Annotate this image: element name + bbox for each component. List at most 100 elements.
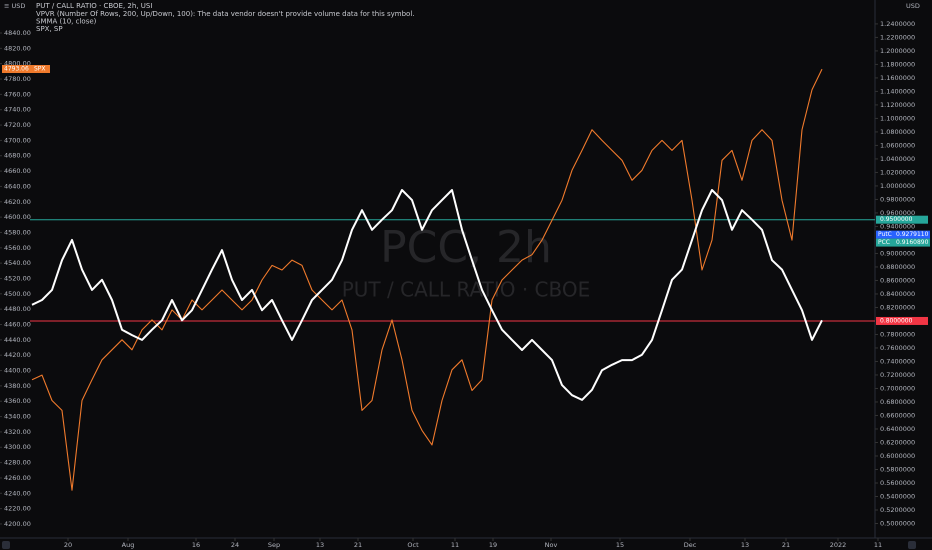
y-tick-label: 4740.00 bbox=[4, 106, 31, 114]
x-tick-label: 2022 bbox=[830, 541, 847, 549]
x-tick-label: 15 bbox=[616, 541, 624, 549]
y-tick-label: 4340.00 bbox=[4, 413, 31, 421]
y-tick-label: 4560.00 bbox=[4, 244, 31, 252]
y-tick-label: 4440.00 bbox=[4, 336, 31, 344]
price-tag-value: 0.9160890 bbox=[896, 239, 929, 246]
x-tick-label: 13 bbox=[316, 541, 324, 549]
legend-item[interactable]: PUT / CALL RATIO · CBOE, 2h, USI bbox=[36, 2, 152, 10]
y2-tick-label: 1.0600000 bbox=[880, 141, 915, 149]
y2-tick-label: 0.8200000 bbox=[880, 303, 915, 311]
price-tag-value: 4793.06 bbox=[4, 66, 29, 73]
x-tick-label: 21 bbox=[782, 541, 790, 549]
y2-tick-label: 0.8600000 bbox=[880, 276, 915, 284]
y-tick-label: 4520.00 bbox=[4, 274, 31, 282]
y-tick-label: 4720.00 bbox=[4, 121, 31, 129]
y-tick-label: 4200.00 bbox=[4, 520, 31, 528]
legend-item[interactable]: VPVR (Number Of Rows, 200, Up/Down, 100)… bbox=[36, 10, 415, 18]
y2-tick-label: 0.9800000 bbox=[880, 195, 915, 203]
x-tick-label: 19 bbox=[489, 541, 497, 549]
y-tick-label: 4820.00 bbox=[4, 44, 31, 52]
y2-tick-label: 0.8800000 bbox=[880, 263, 915, 271]
y2-tick-label: 1.2000000 bbox=[880, 47, 915, 55]
price-tag-name: PCC bbox=[878, 239, 890, 246]
price-label: 0.9500000 bbox=[880, 216, 913, 223]
y2-tick-label: 0.7800000 bbox=[880, 330, 915, 338]
price-tag-name: SPX bbox=[34, 66, 46, 73]
y-tick-label: 4320.00 bbox=[4, 428, 31, 436]
x-tick-label: 24 bbox=[231, 541, 239, 549]
y2-tick-label: 0.5800000 bbox=[880, 465, 915, 473]
y-tick-label: 4480.00 bbox=[4, 305, 31, 313]
y-tick-label: 4500.00 bbox=[4, 290, 31, 298]
y2-tick-label: 0.6200000 bbox=[880, 438, 915, 446]
y-tick-label: 4780.00 bbox=[4, 75, 31, 83]
y-tick-label: 4620.00 bbox=[4, 198, 31, 206]
y2-tick-label: 1.2200000 bbox=[880, 33, 915, 41]
series-line bbox=[31, 189, 823, 401]
y-tick-label: 4280.00 bbox=[4, 459, 31, 467]
y-tick-label: 4540.00 bbox=[4, 259, 31, 267]
y2-tick-label: 1.1600000 bbox=[880, 74, 915, 82]
y2-tick-label: 0.9400000 bbox=[880, 222, 915, 230]
y2-tick-label: 1.1400000 bbox=[880, 87, 915, 95]
legend-item[interactable]: SPX, SP bbox=[36, 25, 63, 33]
currency[interactable]: ≡ USD bbox=[4, 2, 25, 10]
y-tick-label: 4420.00 bbox=[4, 351, 31, 359]
x-tick-label: Sep bbox=[268, 541, 280, 549]
y2-tick-label: 0.7200000 bbox=[880, 371, 915, 379]
y-tick-label: 4660.00 bbox=[4, 167, 31, 175]
price-tag-value: 0.9279110 bbox=[896, 231, 929, 238]
y2-tick-label: 1.1200000 bbox=[880, 101, 915, 109]
y-tick-label: 4460.00 bbox=[4, 321, 31, 329]
price-label-bg bbox=[876, 316, 928, 325]
y-tick-label: 4260.00 bbox=[4, 474, 31, 482]
price-label: 0.8000000 bbox=[880, 317, 913, 324]
y2-tick-label: 0.7400000 bbox=[880, 357, 915, 365]
y2-tick-label: 0.5600000 bbox=[880, 479, 915, 487]
auto-button[interactable] bbox=[908, 541, 916, 549]
x-tick-label: 20 bbox=[64, 541, 72, 549]
y2-tick-label: 1.0000000 bbox=[880, 182, 915, 190]
watermark: PCC, 2h bbox=[380, 222, 552, 273]
y2-tick-label: 1.0200000 bbox=[880, 168, 915, 176]
y2-tick-label: 0.6000000 bbox=[880, 452, 915, 460]
y-tick-label: 4400.00 bbox=[4, 367, 31, 375]
x-tick-label: Aug bbox=[122, 541, 135, 549]
y2-tick-label: 1.1000000 bbox=[880, 114, 915, 122]
series-line bbox=[31, 68, 823, 491]
x-tick-label: 16 bbox=[192, 541, 200, 549]
y-tick-label: 4240.00 bbox=[4, 489, 31, 497]
y2-tick-label: 0.5200000 bbox=[880, 506, 915, 514]
x-tick-label: Dec bbox=[684, 541, 697, 549]
watermark: PUT / CALL RATIO · CBOE bbox=[342, 278, 591, 302]
x-tick-label: Nov bbox=[545, 541, 558, 549]
y2-tick-label: 1.0400000 bbox=[880, 155, 915, 163]
y2-tick-label: 0.7600000 bbox=[880, 344, 915, 352]
y2-tick-label: 0.5000000 bbox=[880, 519, 915, 527]
y-tick-label: 4760.00 bbox=[4, 90, 31, 98]
y2-tick-label: 1.0800000 bbox=[880, 128, 915, 136]
y-tick-label: 4680.00 bbox=[4, 152, 31, 160]
y2-tick-label: 0.5400000 bbox=[880, 492, 915, 500]
y-tick-label: 4700.00 bbox=[4, 136, 31, 144]
price-tag-name: PutC bbox=[878, 231, 892, 238]
y2-tick-label: 0.6800000 bbox=[880, 398, 915, 406]
legend-item[interactable]: SMMA (10, close) bbox=[36, 18, 97, 26]
auto-scale-button[interactable] bbox=[2, 541, 10, 549]
y-tick-label: 4380.00 bbox=[4, 382, 31, 390]
currency[interactable]: USD bbox=[906, 2, 920, 10]
y-tick-label: 4640.00 bbox=[4, 182, 31, 190]
x-tick-label: 13 bbox=[741, 541, 749, 549]
price-tag-bg bbox=[876, 238, 930, 247]
y2-tick-label: 0.8400000 bbox=[880, 290, 915, 298]
y-tick-label: 4840.00 bbox=[4, 29, 31, 37]
y2-tick-label: 0.6400000 bbox=[880, 425, 915, 433]
y-tick-label: 4300.00 bbox=[4, 443, 31, 451]
price-label-bg bbox=[876, 215, 928, 224]
y-tick-label: 4600.00 bbox=[4, 213, 31, 221]
x-tick-label: Oct bbox=[407, 541, 419, 549]
x-tick-label: 11 bbox=[874, 541, 882, 549]
y-tick-label: 4800.00 bbox=[4, 60, 31, 68]
